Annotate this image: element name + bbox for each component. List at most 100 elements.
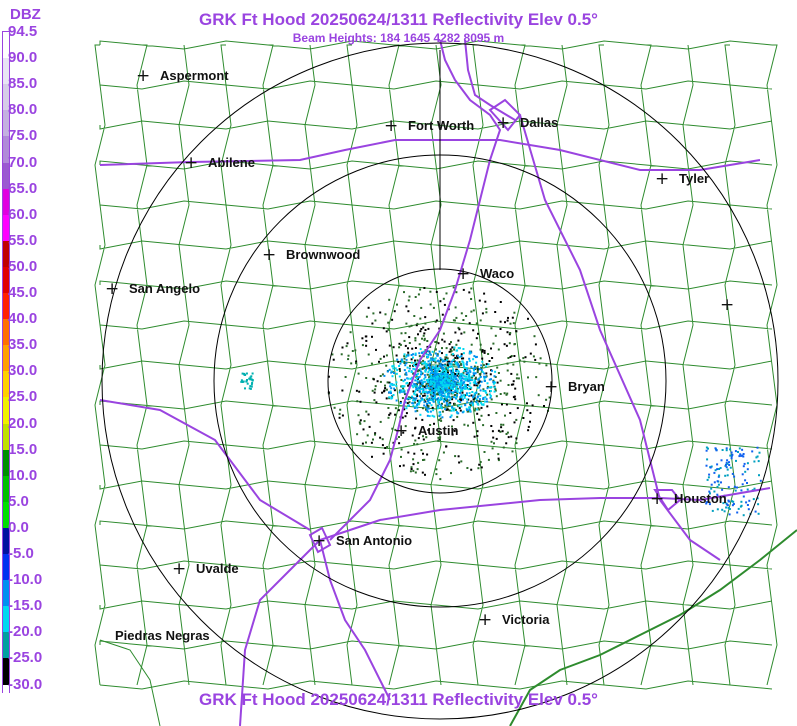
reflectivity-echo	[455, 375, 458, 378]
clutter-echo	[409, 364, 411, 367]
clutter-echo	[445, 367, 448, 370]
clutter-echo	[350, 362, 353, 365]
clutter-echo	[441, 371, 444, 374]
reflectivity-echo	[424, 369, 427, 372]
clutter-echo	[506, 319, 509, 322]
reflectivity-echo	[477, 378, 480, 381]
reflectivity-echo	[431, 414, 434, 417]
coastal-echo	[744, 470, 747, 473]
scale-tick-label: 55.0	[8, 231, 38, 249]
clutter-echo	[444, 356, 447, 359]
clutter-echo	[481, 349, 484, 352]
reflectivity-echo	[386, 370, 389, 373]
isolated-echo	[241, 381, 244, 383]
reflectivity-echo	[445, 397, 448, 399]
reflectivity-echo	[486, 387, 489, 390]
reflectivity-echo	[437, 405, 440, 408]
reflectivity-echo	[421, 351, 423, 354]
clutter-echo	[476, 371, 479, 374]
clutter-echo	[407, 299, 410, 302]
scale-tick-label: -10.0	[8, 571, 43, 589]
reflectivity-echo	[420, 398, 423, 401]
coastal-echo	[728, 508, 731, 510]
clutter-echo	[505, 403, 508, 406]
clutter-echo	[417, 461, 420, 464]
clutter-echo	[381, 373, 384, 376]
reflectivity-echo	[464, 385, 467, 388]
clutter-echo	[372, 312, 375, 315]
reflectivity-echo	[465, 387, 468, 390]
reflectivity-echo	[463, 378, 466, 380]
clutter-echo	[437, 436, 440, 439]
reflectivity-echo	[390, 371, 393, 374]
clutter-echo	[504, 414, 506, 417]
highway-i35	[329, 39, 502, 541]
reflectivity-echo	[483, 377, 486, 380]
clutter-echo	[371, 335, 373, 338]
reflectivity-echo	[459, 381, 462, 384]
city-marker-icon: +	[105, 279, 119, 299]
reflectivity-echo	[423, 401, 426, 404]
clutter-echo	[388, 298, 391, 301]
isolated-echo	[246, 382, 249, 385]
clutter-echo	[422, 407, 424, 410]
clutter-echo	[373, 391, 376, 394]
clutter-echo	[420, 328, 423, 330]
clutter-echo	[444, 404, 447, 407]
clutter-echo	[506, 369, 509, 372]
coastal-echo	[737, 451, 739, 453]
clutter-echo	[487, 353, 490, 355]
clutter-echo	[388, 381, 391, 384]
clutter-echo	[414, 339, 417, 342]
reflectivity-echo	[426, 407, 429, 410]
clutter-echo	[438, 370, 441, 373]
reflectivity-echo	[438, 382, 440, 385]
clutter-echo	[418, 343, 421, 346]
reflectivity-echo	[457, 365, 460, 367]
reflectivity-echo	[455, 396, 458, 399]
reflectivity-echo	[449, 375, 452, 378]
reflectivity-echo	[416, 377, 418, 379]
clutter-echo	[408, 401, 411, 404]
reflectivity-echo	[423, 380, 426, 383]
coastal-echo	[740, 500, 743, 503]
clutter-echo	[438, 419, 441, 422]
reflectivity-echo	[493, 375, 496, 378]
clutter-echo	[472, 329, 475, 332]
scale-tick-label: 90.0	[8, 49, 38, 67]
clutter-echo	[416, 399, 419, 402]
reflectivity-echo	[419, 348, 422, 351]
reflectivity-echo	[452, 396, 455, 399]
coastal-echo	[747, 508, 750, 511]
clutter-echo	[452, 286, 455, 289]
clutter-echo	[478, 463, 481, 466]
reflectivity-echo	[470, 386, 473, 389]
reflectivity-echo	[448, 378, 451, 381]
reflectivity-echo	[483, 372, 486, 375]
reflectivity-echo	[458, 376, 461, 379]
clutter-echo	[424, 322, 427, 325]
clutter-echo	[501, 430, 504, 433]
clutter-echo	[462, 357, 465, 360]
reflectivity-echo	[463, 395, 466, 398]
city-marker-icon: +	[655, 169, 669, 189]
reflectivity-echo	[430, 392, 433, 395]
clutter-echo	[422, 394, 425, 397]
reflectivity-echo	[388, 368, 391, 371]
reflectivity-echo	[427, 371, 430, 374]
reflectivity-echo	[442, 388, 445, 391]
city-marker-icon: +	[262, 245, 276, 265]
reflectivity-echo	[475, 401, 478, 403]
clutter-echo	[527, 429, 530, 432]
clutter-echo	[467, 410, 470, 413]
reflectivity-echo	[438, 394, 441, 397]
reflectivity-echo	[432, 390, 435, 393]
clutter-echo	[374, 432, 377, 435]
clutter-echo	[416, 359, 419, 362]
reflectivity-echo	[463, 375, 466, 378]
reflectivity-echo	[452, 382, 455, 385]
reflectivity-echo	[463, 396, 466, 399]
city-marker-icon: +	[720, 295, 734, 315]
coastal-echo	[744, 479, 747, 482]
reflectivity-echo	[440, 387, 443, 390]
